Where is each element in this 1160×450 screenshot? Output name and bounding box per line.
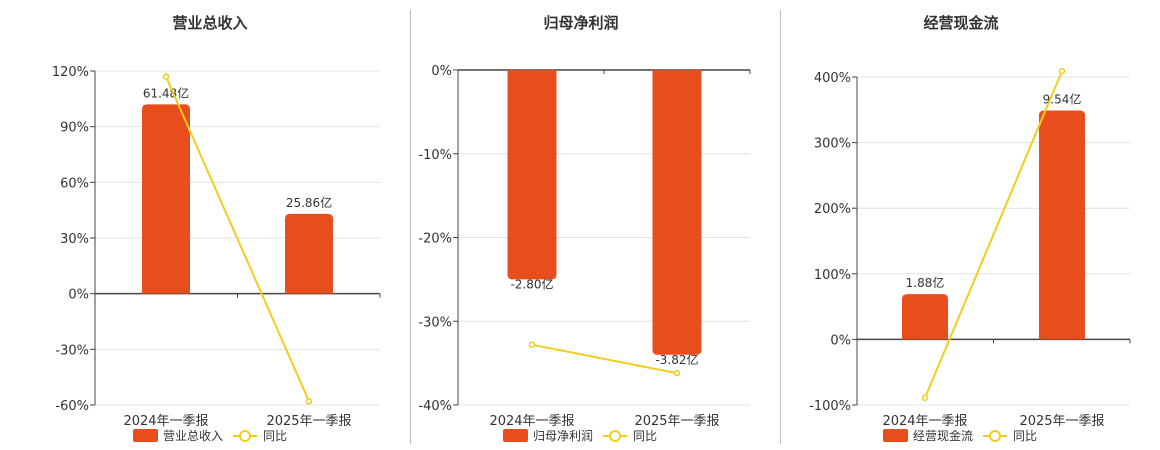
yoy-line bbox=[924, 70, 1063, 399]
legend-line-label: 同比 bbox=[633, 429, 657, 443]
bar bbox=[1039, 110, 1085, 340]
legend-bar-label: 营业总收入 bbox=[163, 429, 223, 443]
yoy-line bbox=[531, 343, 678, 375]
y-tick-label: 400% bbox=[814, 71, 851, 86]
x-category-label: 2024年一季报 bbox=[123, 414, 208, 429]
y-tick-label: 100% bbox=[814, 268, 851, 283]
chart-title: 营业总收入 bbox=[172, 14, 247, 32]
x-category-label: 2024年一季报 bbox=[882, 414, 967, 429]
chart-title: 经营现金流 bbox=[923, 14, 998, 32]
panel-divider bbox=[780, 10, 781, 444]
bar-data-label: -2.80亿 bbox=[510, 276, 553, 291]
legend-bar-label: 经营现金流 bbox=[913, 428, 973, 443]
legend-bar-swatch bbox=[133, 429, 158, 442]
y-tick-label: 200% bbox=[814, 202, 851, 217]
y-tick-label: 0% bbox=[830, 333, 851, 348]
y-tick-label: 60% bbox=[60, 176, 89, 191]
chart-title: 归母净利润 bbox=[543, 14, 618, 32]
legend-line-marker bbox=[989, 430, 1001, 442]
bar bbox=[902, 294, 948, 340]
y-tick-label: -20% bbox=[418, 232, 452, 247]
y-tick-label: 300% bbox=[814, 137, 851, 152]
bar-data-label: -3.82亿 bbox=[655, 352, 698, 367]
bar bbox=[507, 70, 557, 280]
legend-bar-label: 归母净利润 bbox=[533, 429, 593, 443]
y-tick-label: 0% bbox=[68, 288, 89, 303]
yoy-point bbox=[1058, 67, 1066, 75]
y-tick-label: -40% bbox=[418, 399, 452, 414]
y-tick-label: -60% bbox=[55, 399, 89, 414]
bar-data-label: 61.48亿 bbox=[143, 85, 189, 100]
legend-bar-swatch bbox=[883, 429, 908, 442]
legend-line-marker bbox=[609, 430, 621, 442]
yoy-line bbox=[165, 76, 310, 402]
x-category-label: 2025年一季报 bbox=[634, 414, 719, 429]
bar bbox=[285, 213, 333, 294]
legend-line-label: 同比 bbox=[1013, 429, 1037, 443]
y-tick-label: 0% bbox=[431, 64, 452, 79]
x-category-label: 2024年一季报 bbox=[489, 414, 574, 429]
legend-line-label: 同比 bbox=[263, 429, 287, 443]
legend-line-marker bbox=[239, 430, 251, 442]
x-category-label: 2025年一季报 bbox=[266, 414, 351, 429]
legend-bar-swatch bbox=[503, 429, 528, 442]
y-tick-label: -30% bbox=[418, 315, 452, 330]
y-tick-label: -100% bbox=[809, 399, 851, 414]
y-tick-label: -10% bbox=[418, 148, 452, 163]
y-tick-label: -30% bbox=[55, 343, 89, 358]
y-tick-label: 120% bbox=[52, 65, 89, 80]
bar-data-label: 25.86亿 bbox=[286, 195, 332, 210]
bar-data-label: 1.88亿 bbox=[906, 275, 945, 290]
x-category-label: 2025年一季报 bbox=[1019, 414, 1104, 429]
panel-divider bbox=[410, 10, 411, 444]
y-tick-label: 30% bbox=[60, 232, 89, 247]
yoy-point bbox=[528, 341, 536, 348]
yoy-point bbox=[673, 369, 681, 377]
y-tick-label: 90% bbox=[60, 121, 89, 136]
yoy-point bbox=[921, 394, 929, 402]
yoy-point bbox=[305, 398, 313, 405]
yoy-point bbox=[162, 73, 170, 80]
bar bbox=[142, 104, 190, 294]
bar bbox=[652, 70, 702, 355]
